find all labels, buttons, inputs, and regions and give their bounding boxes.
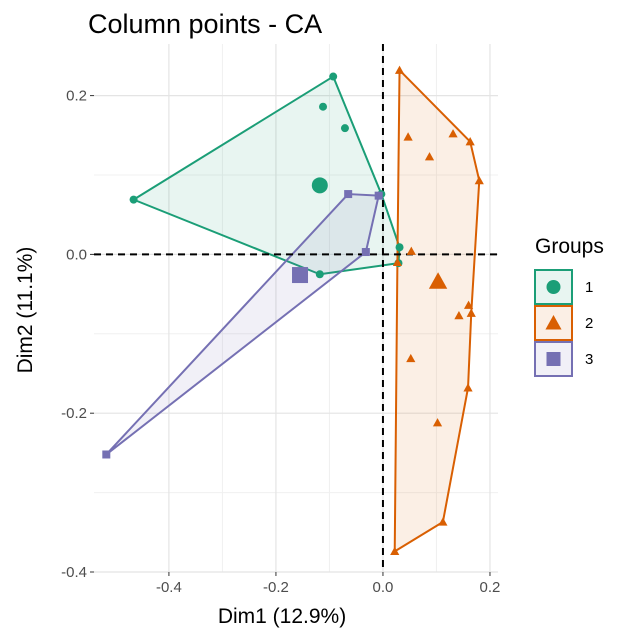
- x-tick-label: 0.0: [373, 579, 394, 596]
- point-group-2: [463, 300, 474, 309]
- point-group-1: [329, 72, 338, 81]
- point-group-2: [438, 517, 448, 526]
- y-tick-label: -0.4: [61, 564, 87, 581]
- point-group-2: [448, 129, 458, 138]
- point-group-1: [395, 243, 404, 252]
- legend-label-1: 1: [585, 279, 593, 296]
- y-tick-label: 0.0: [66, 246, 87, 263]
- point-group-1: [340, 124, 349, 133]
- chart-title: Column points - CA: [88, 9, 322, 39]
- centroid-group-1: [311, 177, 328, 194]
- data-points: [102, 65, 484, 556]
- grid: [94, 44, 498, 573]
- point-group-3: [102, 450, 111, 459]
- point-group-2: [424, 152, 435, 161]
- legend-symbol-2: [545, 314, 562, 330]
- point-group-2: [463, 383, 473, 392]
- point-group-2: [392, 257, 403, 267]
- point-group-2: [403, 132, 413, 141]
- legend: Groups 1 2 3: [534, 235, 604, 377]
- centroid-group-3: [292, 267, 309, 284]
- point-group-1: [319, 102, 328, 111]
- legend-symbol-3: [546, 352, 561, 366]
- legend-title: Groups: [535, 235, 604, 258]
- point-group-2: [406, 246, 416, 255]
- point-group-2: [406, 353, 416, 363]
- x-axis-label: Dim1 (12.9%): [218, 605, 346, 628]
- centroid-group-2: [428, 272, 448, 289]
- point-group-3: [361, 248, 370, 257]
- legend-symbol-1: [546, 280, 561, 294]
- point-group-2: [390, 546, 400, 556]
- point-group-2: [432, 418, 443, 427]
- x-tick-label: 0.2: [480, 579, 501, 596]
- hull-group-2: [393, 69, 481, 553]
- y-tick-label: 0.2: [66, 88, 87, 105]
- point-group-2: [454, 310, 464, 320]
- y-axis-label: Dim2 (11.1%): [14, 247, 37, 374]
- point-group-2: [465, 137, 475, 146]
- axes: -0.4 -0.2 0.0 0.2 0.2 0.0 -0.2 -0.4: [61, 88, 500, 596]
- point-group-2: [466, 308, 476, 317]
- legend-label-3: 3: [585, 351, 593, 368]
- legend-key-2: [534, 305, 573, 341]
- legend-label-2: 2: [585, 315, 593, 332]
- y-tick-label: -0.2: [61, 405, 87, 422]
- point-group-2: [394, 65, 405, 74]
- point-group-3: [344, 190, 353, 199]
- point-group-2: [474, 175, 484, 185]
- reference-lines: [94, 44, 498, 572]
- x-tick-label: -0.4: [156, 579, 182, 596]
- group-hulls: [105, 69, 481, 553]
- point-group-1: [315, 270, 324, 279]
- point-group-3: [374, 191, 383, 200]
- x-tick-label: -0.2: [263, 579, 289, 596]
- point-group-1: [129, 195, 138, 204]
